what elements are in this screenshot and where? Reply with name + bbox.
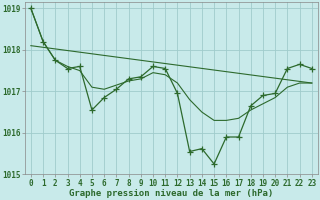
X-axis label: Graphe pression niveau de la mer (hPa): Graphe pression niveau de la mer (hPa) — [69, 189, 274, 198]
